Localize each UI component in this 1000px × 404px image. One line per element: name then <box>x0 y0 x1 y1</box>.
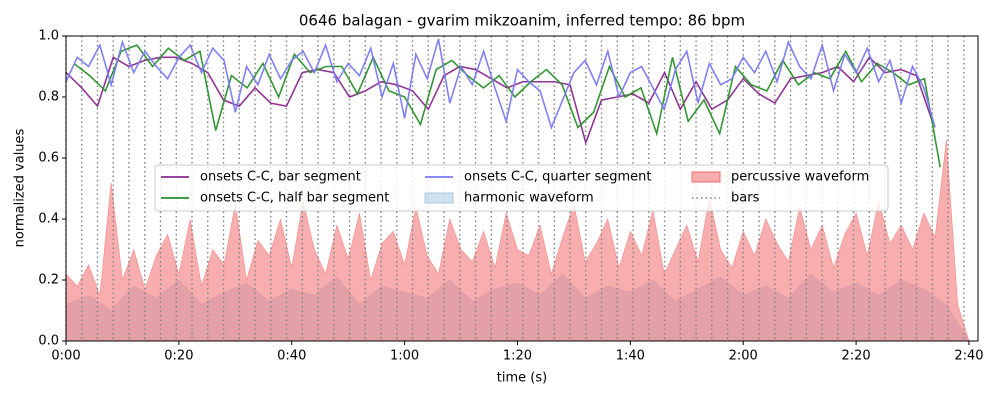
y-tick-label: 0.8 <box>38 90 59 105</box>
series-line <box>65 56 934 146</box>
legend-label: bars <box>731 191 760 206</box>
x-tick-label: 1:00 <box>390 349 419 364</box>
series-line <box>65 38 936 130</box>
x-tick-label: 2:40 <box>954 349 983 364</box>
legend-swatch <box>424 192 454 204</box>
y-tick-label: 1.0 <box>38 29 59 44</box>
legend-label: harmonic waveform <box>464 191 594 206</box>
legend-label: onsets C-C, half bar segment <box>200 191 389 206</box>
x-tick-label: 2:00 <box>729 349 758 364</box>
legend-label: onsets C-C, quarter segment <box>464 170 651 185</box>
series-layer <box>65 36 970 342</box>
chart-title: 0646 balagan - gvarim mikzoanim, inferre… <box>299 12 745 30</box>
x-tick-label: 0:40 <box>277 349 306 364</box>
x-tick-label: 0:20 <box>164 349 193 364</box>
y-tick-label: 0.2 <box>38 273 59 288</box>
legend-swatch <box>691 171 721 183</box>
legend-label: onsets C-C, bar segment <box>200 170 361 185</box>
x-tick-label: 2:20 <box>841 349 870 364</box>
series-line <box>73 44 941 168</box>
y-axis-label: normalized values <box>13 128 28 247</box>
legend-label: percussive waveform <box>731 170 869 185</box>
x-tick-label: 1:40 <box>616 349 645 364</box>
x-tick-label: 0:00 <box>51 349 80 364</box>
x-axis-label: time (s) <box>497 371 547 386</box>
x-tick-label: 1:20 <box>503 349 532 364</box>
plot-area <box>65 36 970 342</box>
y-tick-label: 0.4 <box>38 212 59 227</box>
y-tick-label: 0.6 <box>38 151 59 166</box>
axes-frame <box>65 35 979 342</box>
y-tick-label: 0.0 <box>38 334 59 349</box>
